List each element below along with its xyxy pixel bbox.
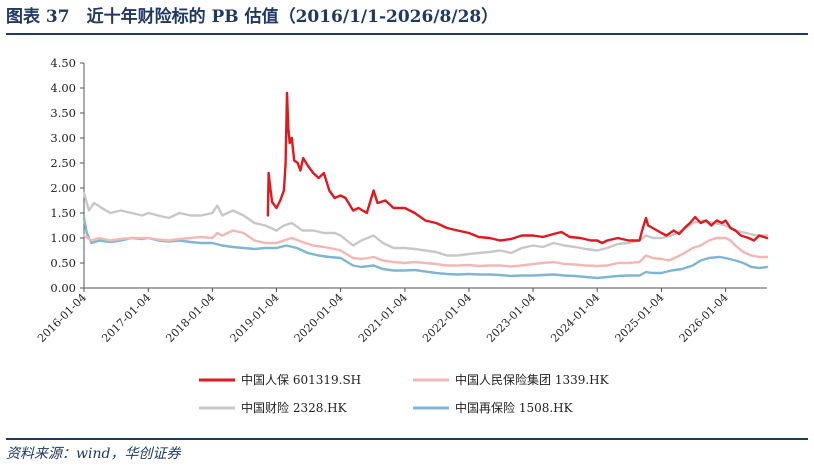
x-tick-label: 2021-01-04 bbox=[356, 291, 410, 345]
x-tick-label: 2023-01-04 bbox=[484, 291, 538, 345]
chart-axes: 0.00 0.50 1.00 1.50 2.00 2.50 3.00 3.50 4.00 4.50… bbox=[35, 56, 767, 345]
x-tick-label: 2022-01-04 bbox=[420, 291, 474, 345]
y-tick-label: 1.00 bbox=[50, 231, 76, 245]
legend-label: 中国财险 2328.HK bbox=[241, 400, 348, 415]
chart-legend: 中国人保 601319.SH 中国人民保险集团 1339.HK 中国财险 2328.… bbox=[199, 372, 610, 415]
x-tick-label: 2016-01-04 bbox=[35, 291, 89, 345]
x-tick-label: 2020-01-04 bbox=[292, 291, 346, 345]
y-tick-label: 1.50 bbox=[50, 206, 76, 220]
y-tick-label: 0.00 bbox=[50, 281, 76, 295]
x-tick-label: 2018-01-04 bbox=[163, 291, 217, 345]
x-tick-label: 2025-01-04 bbox=[613, 291, 667, 345]
y-tick-label: 2.00 bbox=[50, 181, 76, 195]
series-line-3 bbox=[82, 191, 769, 257]
y-tick-label: 2.50 bbox=[50, 156, 76, 170]
series-line-4 bbox=[82, 216, 769, 280]
legend-label: 中国再保险 1508.HK bbox=[455, 400, 574, 415]
legend-label: 中国人保 601319.SH bbox=[241, 372, 361, 387]
y-tick-label: 0.50 bbox=[50, 256, 76, 270]
legend-label: 中国人民保险集团 1339.HK bbox=[455, 372, 610, 387]
chart-lines bbox=[82, 91, 769, 280]
chart-title: 图表 37 近十年财险标的 PB 估值（2016/1/1-2026/8/28） bbox=[6, 7, 499, 27]
y-tick-label: 4.50 bbox=[50, 56, 76, 70]
title-rule bbox=[6, 33, 808, 35]
series-line-2 bbox=[82, 229, 769, 268]
y-tick-label: 4.00 bbox=[50, 81, 76, 95]
source-rule bbox=[6, 438, 808, 440]
x-tick-label: 2019-01-04 bbox=[228, 291, 282, 345]
y-tick-label: 3.00 bbox=[50, 131, 76, 145]
source-note: 资料来源：wind，华创证券 bbox=[6, 446, 181, 462]
y-tick-label: 3.50 bbox=[50, 106, 76, 120]
x-tick-label: 2024-01-04 bbox=[548, 291, 602, 345]
x-tick-label: 2026-01-04 bbox=[677, 291, 731, 345]
x-tick-label: 2017-01-04 bbox=[99, 291, 153, 345]
series-line-1 bbox=[266, 91, 769, 245]
